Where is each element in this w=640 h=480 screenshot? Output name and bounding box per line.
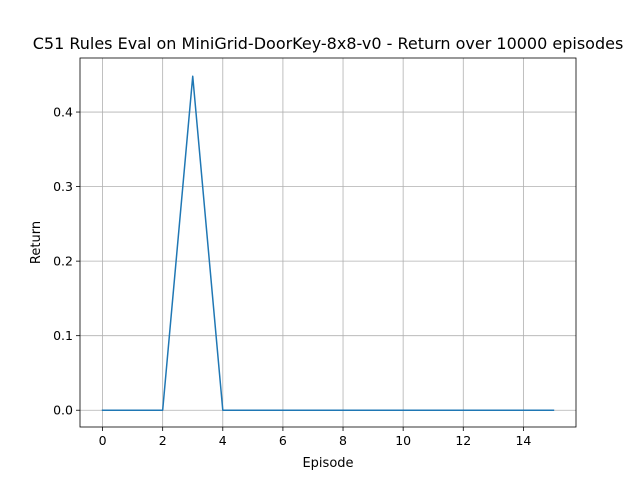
x-tick-label: 8 [339,433,347,448]
y-tick-label: 0.4 [53,105,73,120]
series-line [101,75,555,411]
x-tick-label: 0 [99,433,107,448]
grid [80,58,576,427]
x-tick-label: 10 [395,433,411,448]
series-group [101,75,555,411]
x-axis-label: Episode [302,456,353,471]
y-tick-label: 0.2 [53,254,73,269]
x-tick-label: 12 [455,433,471,448]
chart-title: C51 Rules Eval on MiniGrid-DoorKey-8x8-v… [33,34,624,53]
ticks: 0 2 4 6 8 10 12 14 0.0 0.1 0.2 0.3 0.4 [53,105,531,448]
y-tick-label: 0.0 [53,403,73,418]
y-tick-label: 0.3 [53,179,73,194]
y-axis-label: Return [29,221,44,264]
x-tick-label: 14 [515,433,531,448]
y-tick-label: 0.1 [53,328,73,343]
plot-area-frame [79,57,577,428]
x-tick-label: 4 [219,433,227,448]
x-tick-label: 6 [279,433,287,448]
x-tick-label: 2 [159,433,167,448]
